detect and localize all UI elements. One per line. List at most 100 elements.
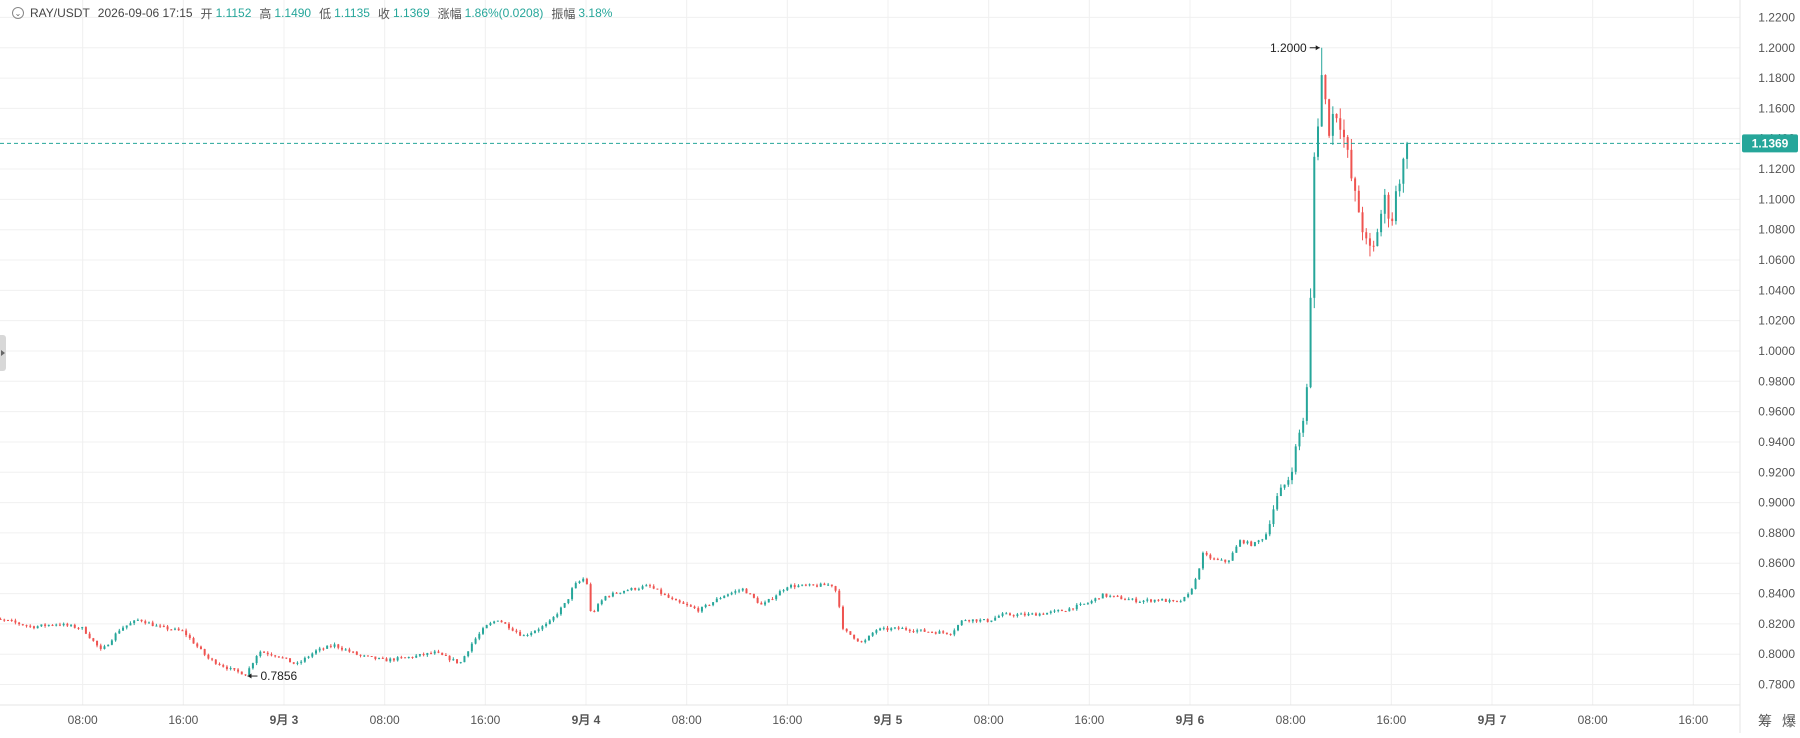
candle[interactable]: [1246, 540, 1249, 545]
candle[interactable]: [1376, 228, 1379, 247]
candle[interactable]: [1124, 597, 1127, 601]
candle[interactable]: [879, 627, 882, 631]
candle[interactable]: [1138, 600, 1141, 603]
candle[interactable]: [1083, 603, 1086, 605]
candle[interactable]: [266, 651, 269, 657]
candle[interactable]: [1116, 594, 1119, 598]
candle[interactable]: [678, 599, 681, 604]
candle[interactable]: [496, 620, 499, 622]
candle[interactable]: [1027, 612, 1030, 617]
candle[interactable]: [21, 623, 24, 626]
candle[interactable]: [1268, 520, 1271, 537]
candle[interactable]: [1224, 559, 1227, 564]
candle[interactable]: [1242, 539, 1245, 545]
candle[interactable]: [159, 623, 162, 628]
candle[interactable]: [860, 640, 863, 643]
candle[interactable]: [712, 602, 715, 607]
candle[interactable]: [444, 653, 447, 656]
candle[interactable]: [582, 577, 585, 583]
candle[interactable]: [303, 656, 306, 663]
candle[interactable]: [430, 651, 433, 655]
candle[interactable]: [1127, 597, 1130, 601]
candle[interactable]: [1149, 598, 1152, 603]
candle[interactable]: [307, 655, 310, 659]
candle[interactable]: [923, 628, 926, 632]
candle[interactable]: [812, 584, 815, 586]
candle[interactable]: [1387, 192, 1390, 228]
candle[interactable]: [927, 631, 930, 633]
candle[interactable]: [1142, 599, 1145, 604]
candle[interactable]: [782, 588, 785, 593]
candle[interactable]: [793, 583, 796, 590]
candle[interactable]: [890, 627, 893, 632]
candle[interactable]: [222, 663, 225, 668]
candle[interactable]: [25, 624, 28, 628]
candle[interactable]: [122, 625, 125, 631]
candle[interactable]: [355, 650, 358, 656]
candle[interactable]: [81, 626, 84, 630]
candle[interactable]: [1227, 559, 1230, 564]
candle[interactable]: [938, 629, 941, 634]
candle[interactable]: [244, 674, 247, 677]
candle[interactable]: [485, 624, 488, 629]
candle[interactable]: [556, 612, 559, 619]
candle[interactable]: [118, 628, 121, 634]
candle[interactable]: [285, 657, 288, 660]
candle[interactable]: [1023, 611, 1026, 617]
candle[interactable]: [723, 595, 726, 599]
candle[interactable]: [1335, 113, 1338, 123]
candle[interactable]: [1164, 598, 1167, 602]
candle[interactable]: [1402, 157, 1405, 193]
candle[interactable]: [99, 643, 102, 651]
candle[interactable]: [916, 628, 919, 634]
candle[interactable]: [760, 601, 763, 605]
candle[interactable]: [752, 593, 755, 599]
candle[interactable]: [897, 625, 900, 631]
candle[interactable]: [934, 631, 937, 635]
candle[interactable]: [660, 587, 663, 596]
candle[interactable]: [504, 621, 507, 624]
candle[interactable]: [1175, 600, 1178, 603]
candle[interactable]: [263, 650, 266, 653]
candle[interactable]: [62, 622, 65, 627]
candle[interactable]: [77, 627, 80, 630]
candle[interactable]: [66, 622, 69, 627]
candle[interactable]: [185, 628, 188, 638]
candle[interactable]: [1049, 610, 1052, 615]
candle[interactable]: [1328, 98, 1331, 138]
chevron-down-icon[interactable]: ⌄: [12, 7, 24, 19]
candle[interactable]: [1231, 551, 1234, 561]
candle[interactable]: [804, 583, 807, 587]
candle[interactable]: [337, 643, 340, 650]
candle[interactable]: [1161, 598, 1164, 601]
candle[interactable]: [470, 642, 473, 653]
candle[interactable]: [199, 645, 202, 650]
candle[interactable]: [994, 615, 997, 621]
time-axis[interactable]: 08:00 16:00 9月 3 08:00 16:00 9月 4 08:00 16:00 9月…: [68, 713, 1709, 727]
candle[interactable]: [912, 629, 915, 633]
candle[interactable]: [1038, 612, 1041, 617]
candle[interactable]: [986, 618, 989, 623]
candle[interactable]: [637, 587, 640, 591]
candle[interactable]: [70, 624, 73, 628]
candle[interactable]: [1305, 383, 1308, 425]
candle[interactable]: [871, 631, 874, 637]
candle[interactable]: [151, 620, 154, 627]
candle[interactable]: [73, 623, 76, 629]
candle[interactable]: [682, 601, 685, 604]
candle[interactable]: [1365, 228, 1368, 245]
liquidation-button[interactable]: 爆: [1782, 713, 1796, 729]
candle[interactable]: [1398, 179, 1401, 197]
candle[interactable]: [1354, 176, 1357, 202]
candle[interactable]: [771, 597, 774, 601]
candle[interactable]: [905, 626, 908, 631]
candle[interactable]: [1313, 152, 1316, 309]
candle[interactable]: [1350, 139, 1353, 182]
candle[interactable]: [693, 605, 696, 609]
candle[interactable]: [953, 628, 956, 637]
candle[interactable]: [51, 624, 54, 627]
candle[interactable]: [1213, 557, 1216, 561]
candle[interactable]: [1016, 612, 1019, 618]
candle[interactable]: [396, 656, 399, 662]
candle[interactable]: [400, 655, 403, 659]
